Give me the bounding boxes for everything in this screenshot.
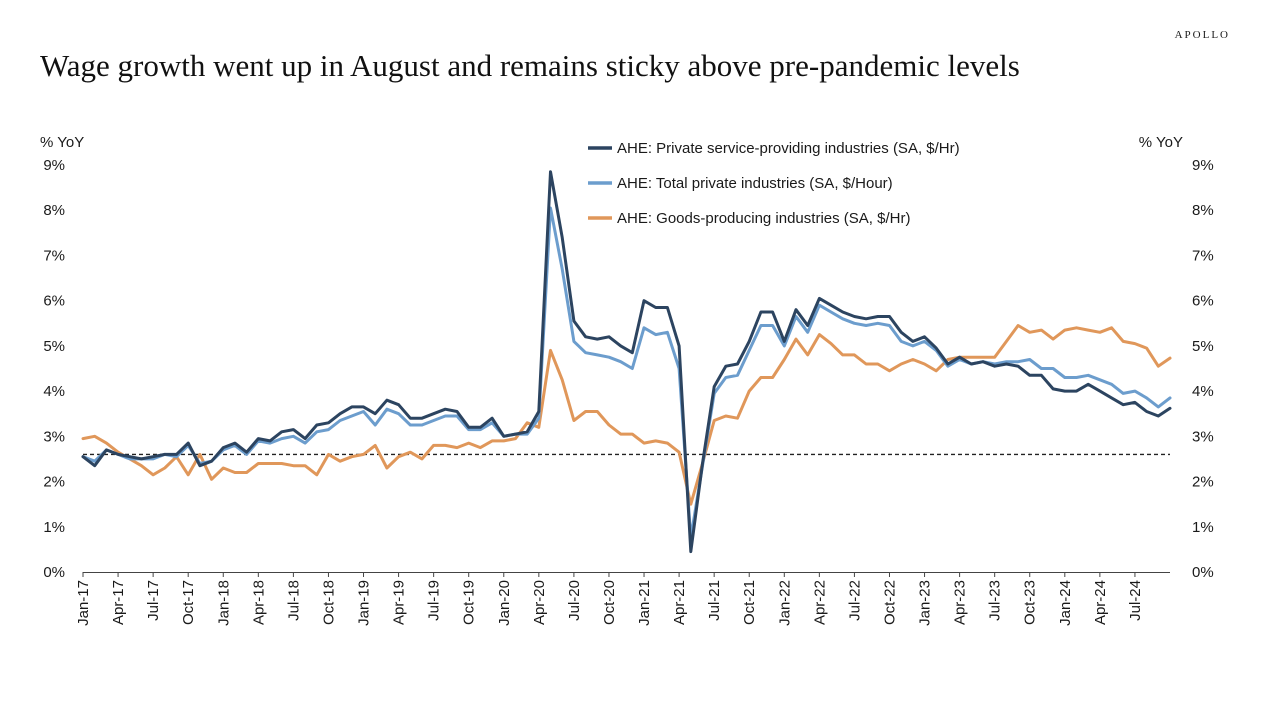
x-tick-label: Jul-24 bbox=[1127, 580, 1144, 621]
y-tick-left: 5% bbox=[43, 338, 65, 355]
y-tick-right: 7% bbox=[1192, 247, 1214, 264]
x-tick-label: Apr-23 bbox=[952, 580, 969, 625]
x-tick-label: Jul-20 bbox=[566, 580, 583, 621]
y-tick-right: 8% bbox=[1192, 202, 1214, 219]
x-tick-label: Oct-22 bbox=[881, 580, 898, 625]
y-tick-left: 4% bbox=[43, 383, 65, 400]
x-tick-label: Jul-21 bbox=[706, 580, 723, 621]
legend-label-2: AHE: Goods-producing industries (SA, $/H… bbox=[617, 210, 910, 227]
y-tick-right: 9% bbox=[1192, 157, 1214, 174]
chart-title: Wage growth went up in August and remain… bbox=[40, 48, 1020, 83]
x-tick-label: Jan-18 bbox=[215, 580, 232, 626]
y-tick-left: 3% bbox=[43, 428, 65, 445]
x-tick-label: Jan-21 bbox=[636, 580, 653, 626]
x-tick-label: Apr-22 bbox=[811, 580, 828, 625]
y-tick-left: 1% bbox=[43, 519, 65, 536]
y-tick-right: 6% bbox=[1192, 293, 1214, 310]
y-tick-left: 8% bbox=[43, 202, 65, 219]
x-tick-label: Oct-20 bbox=[601, 580, 618, 625]
x-tick-label: Apr-19 bbox=[391, 580, 408, 625]
x-tick-label: Jan-19 bbox=[356, 580, 373, 626]
y-axis-label-right: % YoY bbox=[1139, 134, 1183, 151]
x-tick-label: Jan-20 bbox=[496, 580, 513, 626]
series-layer bbox=[81, 170, 1172, 554]
y-tick-right: 5% bbox=[1192, 338, 1214, 355]
y-axis-label-left: % YoY bbox=[40, 134, 84, 151]
legend-label-0: AHE: Private service-providing industrie… bbox=[617, 140, 960, 157]
y-tick-right: 4% bbox=[1192, 383, 1214, 400]
y-tick-left: 0% bbox=[43, 564, 65, 581]
series-line-0 bbox=[81, 170, 1172, 554]
x-tick-label: Apr-24 bbox=[1092, 580, 1109, 625]
x-tick-label: Jul-23 bbox=[987, 580, 1004, 621]
x-tick-label: Apr-17 bbox=[110, 580, 127, 625]
x-tick-label: Jul-18 bbox=[285, 580, 302, 621]
x-tick-label: Oct-19 bbox=[461, 580, 478, 625]
x-tick-label: Oct-21 bbox=[741, 580, 758, 625]
x-tick-label: Jan-17 bbox=[75, 580, 92, 626]
brand-logo: APOLLO bbox=[1174, 29, 1230, 41]
y-tick-left: 6% bbox=[43, 293, 65, 310]
x-tick-label: Oct-23 bbox=[1022, 580, 1039, 625]
x-tick-label: Jul-22 bbox=[846, 580, 863, 621]
series-line-1 bbox=[81, 206, 1172, 540]
y-tick-left: 9% bbox=[43, 157, 65, 174]
y-tick-right: 1% bbox=[1192, 519, 1214, 536]
y-tick-right: 3% bbox=[1192, 428, 1214, 445]
y-tick-right: 0% bbox=[1192, 564, 1214, 581]
x-tick-label: Oct-18 bbox=[320, 580, 337, 625]
x-tick-label: Jul-19 bbox=[426, 580, 443, 621]
axes-layer: 0% 0% 1% 1% 2% 2% 3% 3% 4% 4% 5% 5% 6% 6% 7% 7% 8% 8% 9% 9%… bbox=[40, 134, 1214, 626]
y-tick-left: 7% bbox=[43, 247, 65, 264]
x-tick-label: Jan-22 bbox=[776, 580, 793, 626]
x-tick-label: Jan-24 bbox=[1057, 580, 1074, 626]
y-tick-right: 2% bbox=[1192, 474, 1214, 491]
x-tick-label: Jan-23 bbox=[917, 580, 934, 626]
legend-label-1: AHE: Total private industries (SA, $/Hou… bbox=[617, 175, 893, 192]
x-tick-label: Apr-18 bbox=[250, 580, 267, 625]
x-tick-label: Apr-21 bbox=[671, 580, 688, 625]
x-tick-label: Jul-17 bbox=[145, 580, 162, 621]
legend: AHE: Private service-providing industrie… bbox=[588, 140, 960, 227]
series-line-2 bbox=[81, 324, 1172, 506]
x-tick-label: Oct-17 bbox=[180, 580, 197, 625]
y-tick-left: 2% bbox=[43, 474, 65, 491]
x-tick-label: Apr-20 bbox=[531, 580, 548, 625]
